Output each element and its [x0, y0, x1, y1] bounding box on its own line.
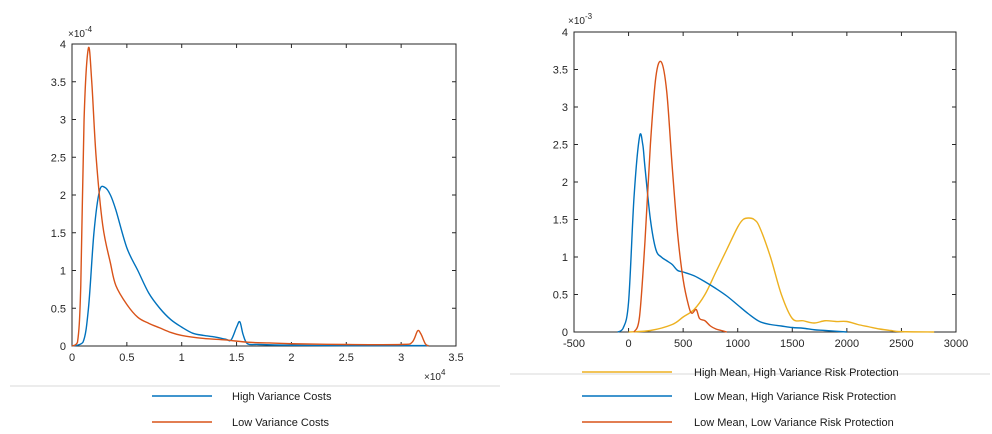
y-tick-label: 1.5: [553, 215, 568, 227]
axis-ticks-right: -500 0 500 1000 1500 2000 2500 300000.511.522.5…: [553, 27, 969, 350]
x-tick-label: 3: [398, 352, 404, 364]
x-tick-label: 2: [288, 352, 294, 364]
y-tick-label: 1.5: [51, 228, 66, 240]
y-tick-label: 0: [562, 327, 568, 339]
x-tick-label: 2.5: [339, 352, 354, 364]
series-line: [617, 133, 847, 333]
x-tick-label: 500: [674, 338, 692, 350]
x-multiplier-left: ×104: [424, 368, 446, 383]
plot-frame-right: [573, 31, 957, 333]
y-tick-label: 2: [562, 177, 568, 189]
legend-label: Low Variance Costs: [232, 417, 330, 429]
y-tick-label: 1: [60, 266, 66, 278]
series-line: [71, 46, 429, 347]
x-tick-label: 2500: [889, 338, 913, 350]
y-tick-label: 2.5: [553, 140, 568, 152]
legend-label: High Mean, High Variance Risk Protection: [694, 367, 899, 379]
series-line: [628, 217, 935, 333]
axis-ticks-left: 0 0.5 1 1.5 2 2.5 3 3.5 0 0.5 1 1.5 2 2.5 3 3.5 4: [51, 39, 464, 364]
series-line: [71, 185, 429, 347]
plot-frame-left: [71, 43, 457, 347]
y-tick-label: 0.5: [51, 303, 66, 315]
legend-label: Low Mean, High Variance Risk Protection: [694, 391, 896, 403]
y-tick-label: 3: [60, 115, 66, 127]
legend-left: High Variance Costs Low Variance Costs: [152, 391, 332, 429]
y-tick-label: 0: [60, 341, 66, 353]
y-multiplier-right: ×10-3: [568, 12, 593, 27]
y-tick-label: 2: [60, 190, 66, 202]
chart-left: 0 0.5 1 1.5 2 2.5 3 3.500.511.522.533.54 ×10-4 …: [51, 25, 464, 383]
chart-right: -500 0 500 1000 1500 2000 2500 300000.511.522.5…: [553, 12, 969, 350]
y-tick-label: 3: [562, 102, 568, 114]
x-tick-label: 3.5: [448, 352, 463, 364]
legend-label: Low Mean, Low Variance Risk Protection: [694, 417, 894, 429]
series-group-right: [617, 60, 935, 333]
legend-label: High Variance Costs: [232, 391, 332, 403]
y-tick-label: 4: [562, 27, 568, 39]
x-tick-label: 0.5: [119, 352, 134, 364]
legend-right: High Mean, High Variance Risk Protection…: [582, 367, 899, 429]
x-tick-label: 1000: [725, 338, 749, 350]
x-tick-label: 0: [69, 352, 75, 364]
x-tick-label: 1500: [780, 338, 804, 350]
y-tick-label: 2.5: [51, 152, 66, 164]
x-tick-label: 2000: [835, 338, 859, 350]
x-tick-label: 1: [179, 352, 185, 364]
x-tick-label: -500: [563, 338, 585, 350]
y-tick-label: 3.5: [553, 65, 568, 77]
y-tick-label: 1: [562, 252, 568, 264]
y-tick-label: 3.5: [51, 77, 66, 89]
x-tick-label: 0: [626, 338, 632, 350]
y-tick-label: 4: [60, 39, 66, 51]
y-tick-label: 0.5: [553, 290, 568, 302]
series-group-left: [71, 46, 429, 347]
x-tick-label: 1.5: [229, 352, 244, 364]
y-multiplier-left: ×10-4: [68, 25, 93, 40]
x-tick-label: 3000: [944, 338, 968, 350]
series-line: [633, 60, 727, 333]
